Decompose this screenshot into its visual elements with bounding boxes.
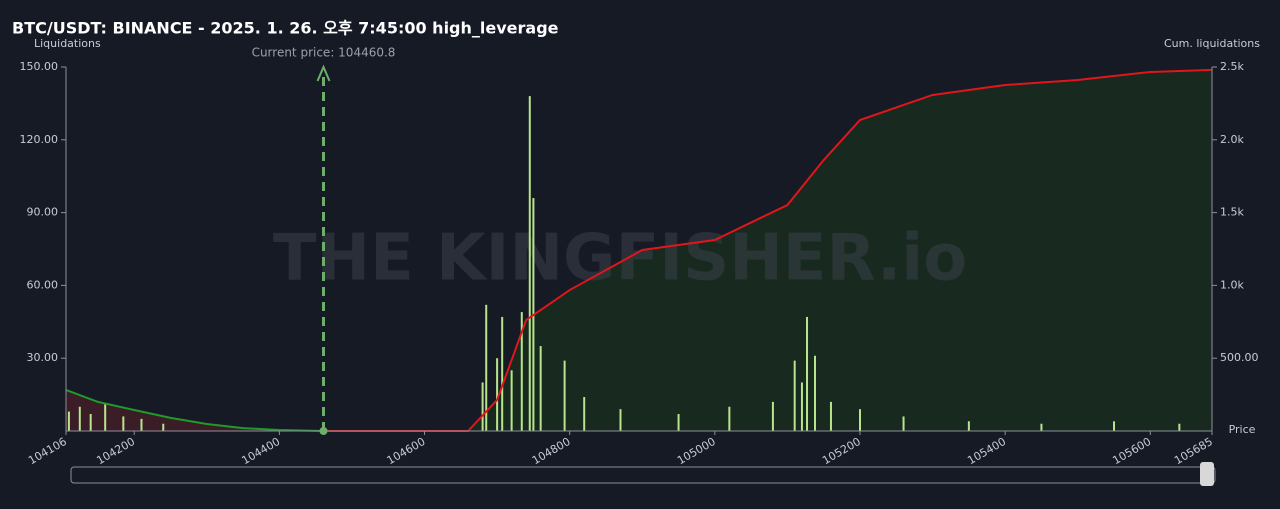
bar	[583, 397, 586, 431]
x-tick-label: 104400	[240, 435, 283, 467]
long-cum-line	[323, 68, 1213, 432]
y-axis-label: Liquidations	[34, 37, 101, 50]
short-cum-line	[65, 389, 324, 432]
bar	[902, 416, 905, 431]
bar	[528, 96, 531, 432]
bar	[563, 360, 566, 431]
watermark: THE KINGFISHER.io	[273, 222, 967, 296]
y2-tick-label: 2.0k	[1220, 133, 1244, 146]
current-price-dot	[319, 427, 328, 435]
bar	[539, 346, 542, 431]
bar	[967, 421, 970, 431]
bar	[89, 414, 92, 431]
bar	[485, 304, 488, 431]
bar	[771, 401, 774, 431]
bar	[67, 411, 70, 431]
y-tick-label: 150.00	[20, 60, 59, 73]
scroll-handle[interactable]	[1200, 462, 1214, 486]
x-tick-label: 104106	[26, 435, 69, 467]
bar	[728, 406, 731, 431]
bar	[140, 418, 143, 431]
y-tick-label: 90.00	[27, 206, 59, 219]
x-tick-label: 105600	[1110, 435, 1153, 467]
y2-axis-label: Cum. liquidations	[1164, 37, 1260, 50]
y-tick-label: 60.00	[27, 278, 59, 291]
long-cum-area	[323, 69, 1212, 432]
chart-title: BTC/USDT: BINANCE - 2025. 1. 26. 오후 7:45…	[12, 19, 559, 38]
y2-tick-label: 500.00	[1220, 351, 1259, 364]
x-tick-label: 104200	[94, 435, 137, 467]
bar	[829, 401, 832, 431]
scrollbar[interactable]	[70, 466, 1216, 484]
bar	[806, 316, 809, 431]
y-tick-label: 30.00	[27, 351, 59, 364]
annotation: Current price: 104460.8	[252, 46, 396, 60]
bar	[78, 406, 81, 431]
y2-tick-label: 2.5k	[1220, 60, 1244, 73]
x-axis-label: Price	[1229, 423, 1256, 436]
bar	[1040, 423, 1043, 431]
bar	[1113, 421, 1116, 431]
bar	[858, 409, 861, 431]
bar	[496, 358, 499, 431]
bar	[1178, 423, 1181, 431]
y2-tick-label: 1.5k	[1220, 206, 1244, 219]
bar	[162, 423, 165, 431]
bar	[122, 416, 125, 431]
x-tick-label: 105200	[820, 435, 863, 467]
x-tick-label: 104800	[530, 435, 573, 467]
bar	[800, 382, 803, 431]
short-cum-area	[66, 389, 324, 431]
x-tick-label: 105000	[675, 435, 718, 467]
x-tick-label: 105400	[965, 435, 1008, 467]
bar	[510, 370, 513, 431]
bar	[793, 360, 796, 431]
bar	[814, 355, 817, 431]
x-tick-label: 104600	[385, 435, 428, 467]
y-tick-label: 120.00	[20, 133, 59, 146]
bar	[501, 316, 504, 431]
y2-tick-label: 1.0k	[1220, 278, 1244, 291]
bar	[481, 382, 484, 431]
bar	[104, 404, 107, 431]
bar	[619, 409, 622, 431]
current-price-arrow	[316, 64, 331, 82]
bar	[520, 312, 523, 431]
bar	[677, 414, 680, 431]
